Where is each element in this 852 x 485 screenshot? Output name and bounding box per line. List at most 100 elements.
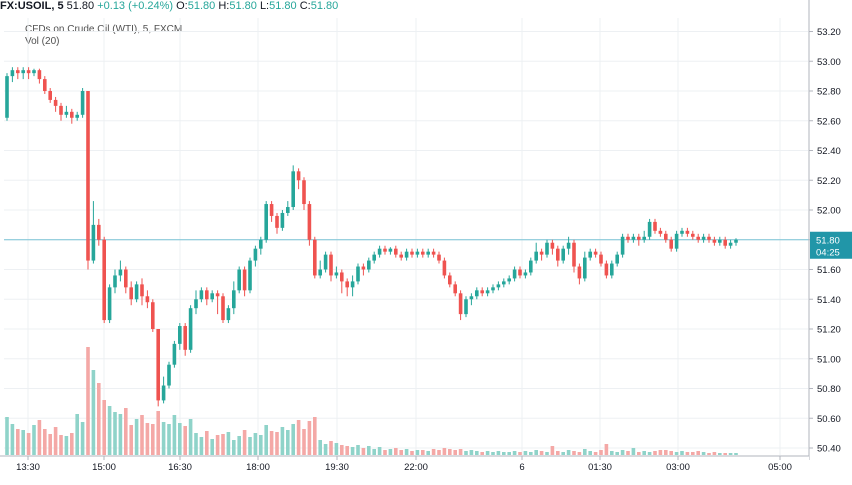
candle-body bbox=[118, 269, 123, 276]
candle bbox=[178, 323, 182, 350]
candle-body bbox=[615, 254, 619, 264]
volume-bar bbox=[86, 347, 90, 455]
candle-body bbox=[723, 239, 727, 246]
candle bbox=[75, 111, 79, 121]
candle bbox=[210, 290, 214, 303]
candle-body bbox=[458, 293, 463, 315]
volume-bar bbox=[610, 451, 614, 455]
volume-bar bbox=[723, 453, 727, 455]
candle-body bbox=[480, 290, 484, 294]
candle-body bbox=[669, 239, 673, 249]
candle bbox=[37, 68, 42, 84]
candle bbox=[248, 257, 252, 294]
volume-bar bbox=[680, 451, 684, 455]
candle bbox=[599, 251, 603, 267]
candle-series bbox=[5, 67, 738, 407]
candle-body bbox=[674, 233, 679, 249]
time-tick-label: 03:00 bbox=[666, 462, 690, 473]
volume-bar bbox=[685, 452, 690, 455]
price-tick-label: 52.80 bbox=[817, 87, 841, 98]
candle-body bbox=[340, 272, 344, 282]
candle bbox=[345, 278, 349, 297]
price-tick-label: 52.20 bbox=[817, 176, 841, 187]
volume-bar bbox=[151, 424, 155, 455]
candle bbox=[323, 251, 328, 273]
candle bbox=[421, 248, 425, 258]
candle bbox=[669, 236, 673, 252]
volume-bar bbox=[91, 370, 96, 455]
candle bbox=[415, 248, 420, 258]
candle-body bbox=[129, 287, 133, 300]
volume-bar bbox=[145, 423, 150, 455]
candle bbox=[59, 102, 63, 121]
candle-body bbox=[577, 266, 582, 279]
candle-body bbox=[307, 204, 312, 240]
candle-body bbox=[21, 70, 25, 74]
volume-bar bbox=[707, 453, 711, 455]
candle-body bbox=[604, 263, 609, 276]
candle-body bbox=[539, 251, 544, 255]
volume-bar bbox=[37, 420, 42, 455]
volume-bar bbox=[43, 429, 47, 455]
volume-bar bbox=[572, 451, 576, 455]
candle bbox=[593, 248, 598, 258]
volume-bar bbox=[658, 450, 663, 455]
candle-body bbox=[545, 242, 549, 255]
candle bbox=[453, 281, 457, 297]
candle bbox=[291, 165, 295, 210]
candle-body bbox=[728, 242, 733, 246]
candle bbox=[556, 245, 560, 267]
candle-body bbox=[361, 266, 366, 270]
volume-bar bbox=[437, 450, 441, 455]
candle bbox=[507, 275, 511, 285]
candle-body bbox=[453, 284, 457, 294]
candle-body bbox=[226, 308, 231, 321]
volume-bar bbox=[59, 435, 63, 455]
candle bbox=[107, 284, 112, 324]
volume-bar bbox=[453, 450, 457, 455]
candle-body bbox=[253, 248, 258, 261]
candle bbox=[399, 251, 403, 261]
candle-body bbox=[696, 236, 700, 240]
volume-bar bbox=[626, 451, 630, 455]
candle bbox=[410, 248, 414, 258]
symbol-header: FX:USOIL, 5 51.80 +0.13 (+0.24%) O:51.80… bbox=[0, 0, 338, 14]
candle bbox=[723, 236, 727, 249]
candle bbox=[259, 236, 263, 255]
candle-body bbox=[172, 343, 177, 365]
candle-body bbox=[296, 171, 301, 181]
candle-body bbox=[48, 91, 52, 100]
candle-body bbox=[377, 248, 382, 255]
close-value: 51.80 bbox=[310, 0, 339, 12]
price-tick-label: 52.60 bbox=[817, 116, 841, 127]
candle bbox=[350, 275, 355, 297]
candle bbox=[140, 278, 144, 306]
candle bbox=[167, 361, 171, 389]
candle-body bbox=[410, 251, 414, 255]
candle-body bbox=[637, 236, 641, 240]
volume-bar bbox=[156, 411, 160, 455]
candle-body bbox=[475, 290, 479, 297]
candle bbox=[588, 248, 592, 261]
candle bbox=[610, 260, 614, 279]
candle-body bbox=[685, 230, 690, 234]
volume-bar bbox=[10, 424, 15, 455]
volume-bar bbox=[561, 452, 565, 455]
volume-bar bbox=[334, 443, 339, 455]
volume-bar bbox=[264, 425, 268, 455]
volume-bar bbox=[178, 423, 182, 455]
candle-body bbox=[188, 308, 193, 350]
candle-body bbox=[561, 248, 565, 261]
candle-body bbox=[232, 290, 236, 309]
candle bbox=[680, 227, 684, 237]
candle-body bbox=[583, 257, 587, 279]
volume-bar bbox=[502, 452, 506, 455]
candle bbox=[728, 239, 733, 249]
candle bbox=[232, 281, 236, 315]
volume-bar bbox=[345, 446, 349, 455]
volume-bar bbox=[399, 450, 403, 455]
candle bbox=[566, 236, 571, 255]
candle bbox=[269, 201, 274, 222]
price-tick-label: 51.00 bbox=[817, 354, 841, 365]
